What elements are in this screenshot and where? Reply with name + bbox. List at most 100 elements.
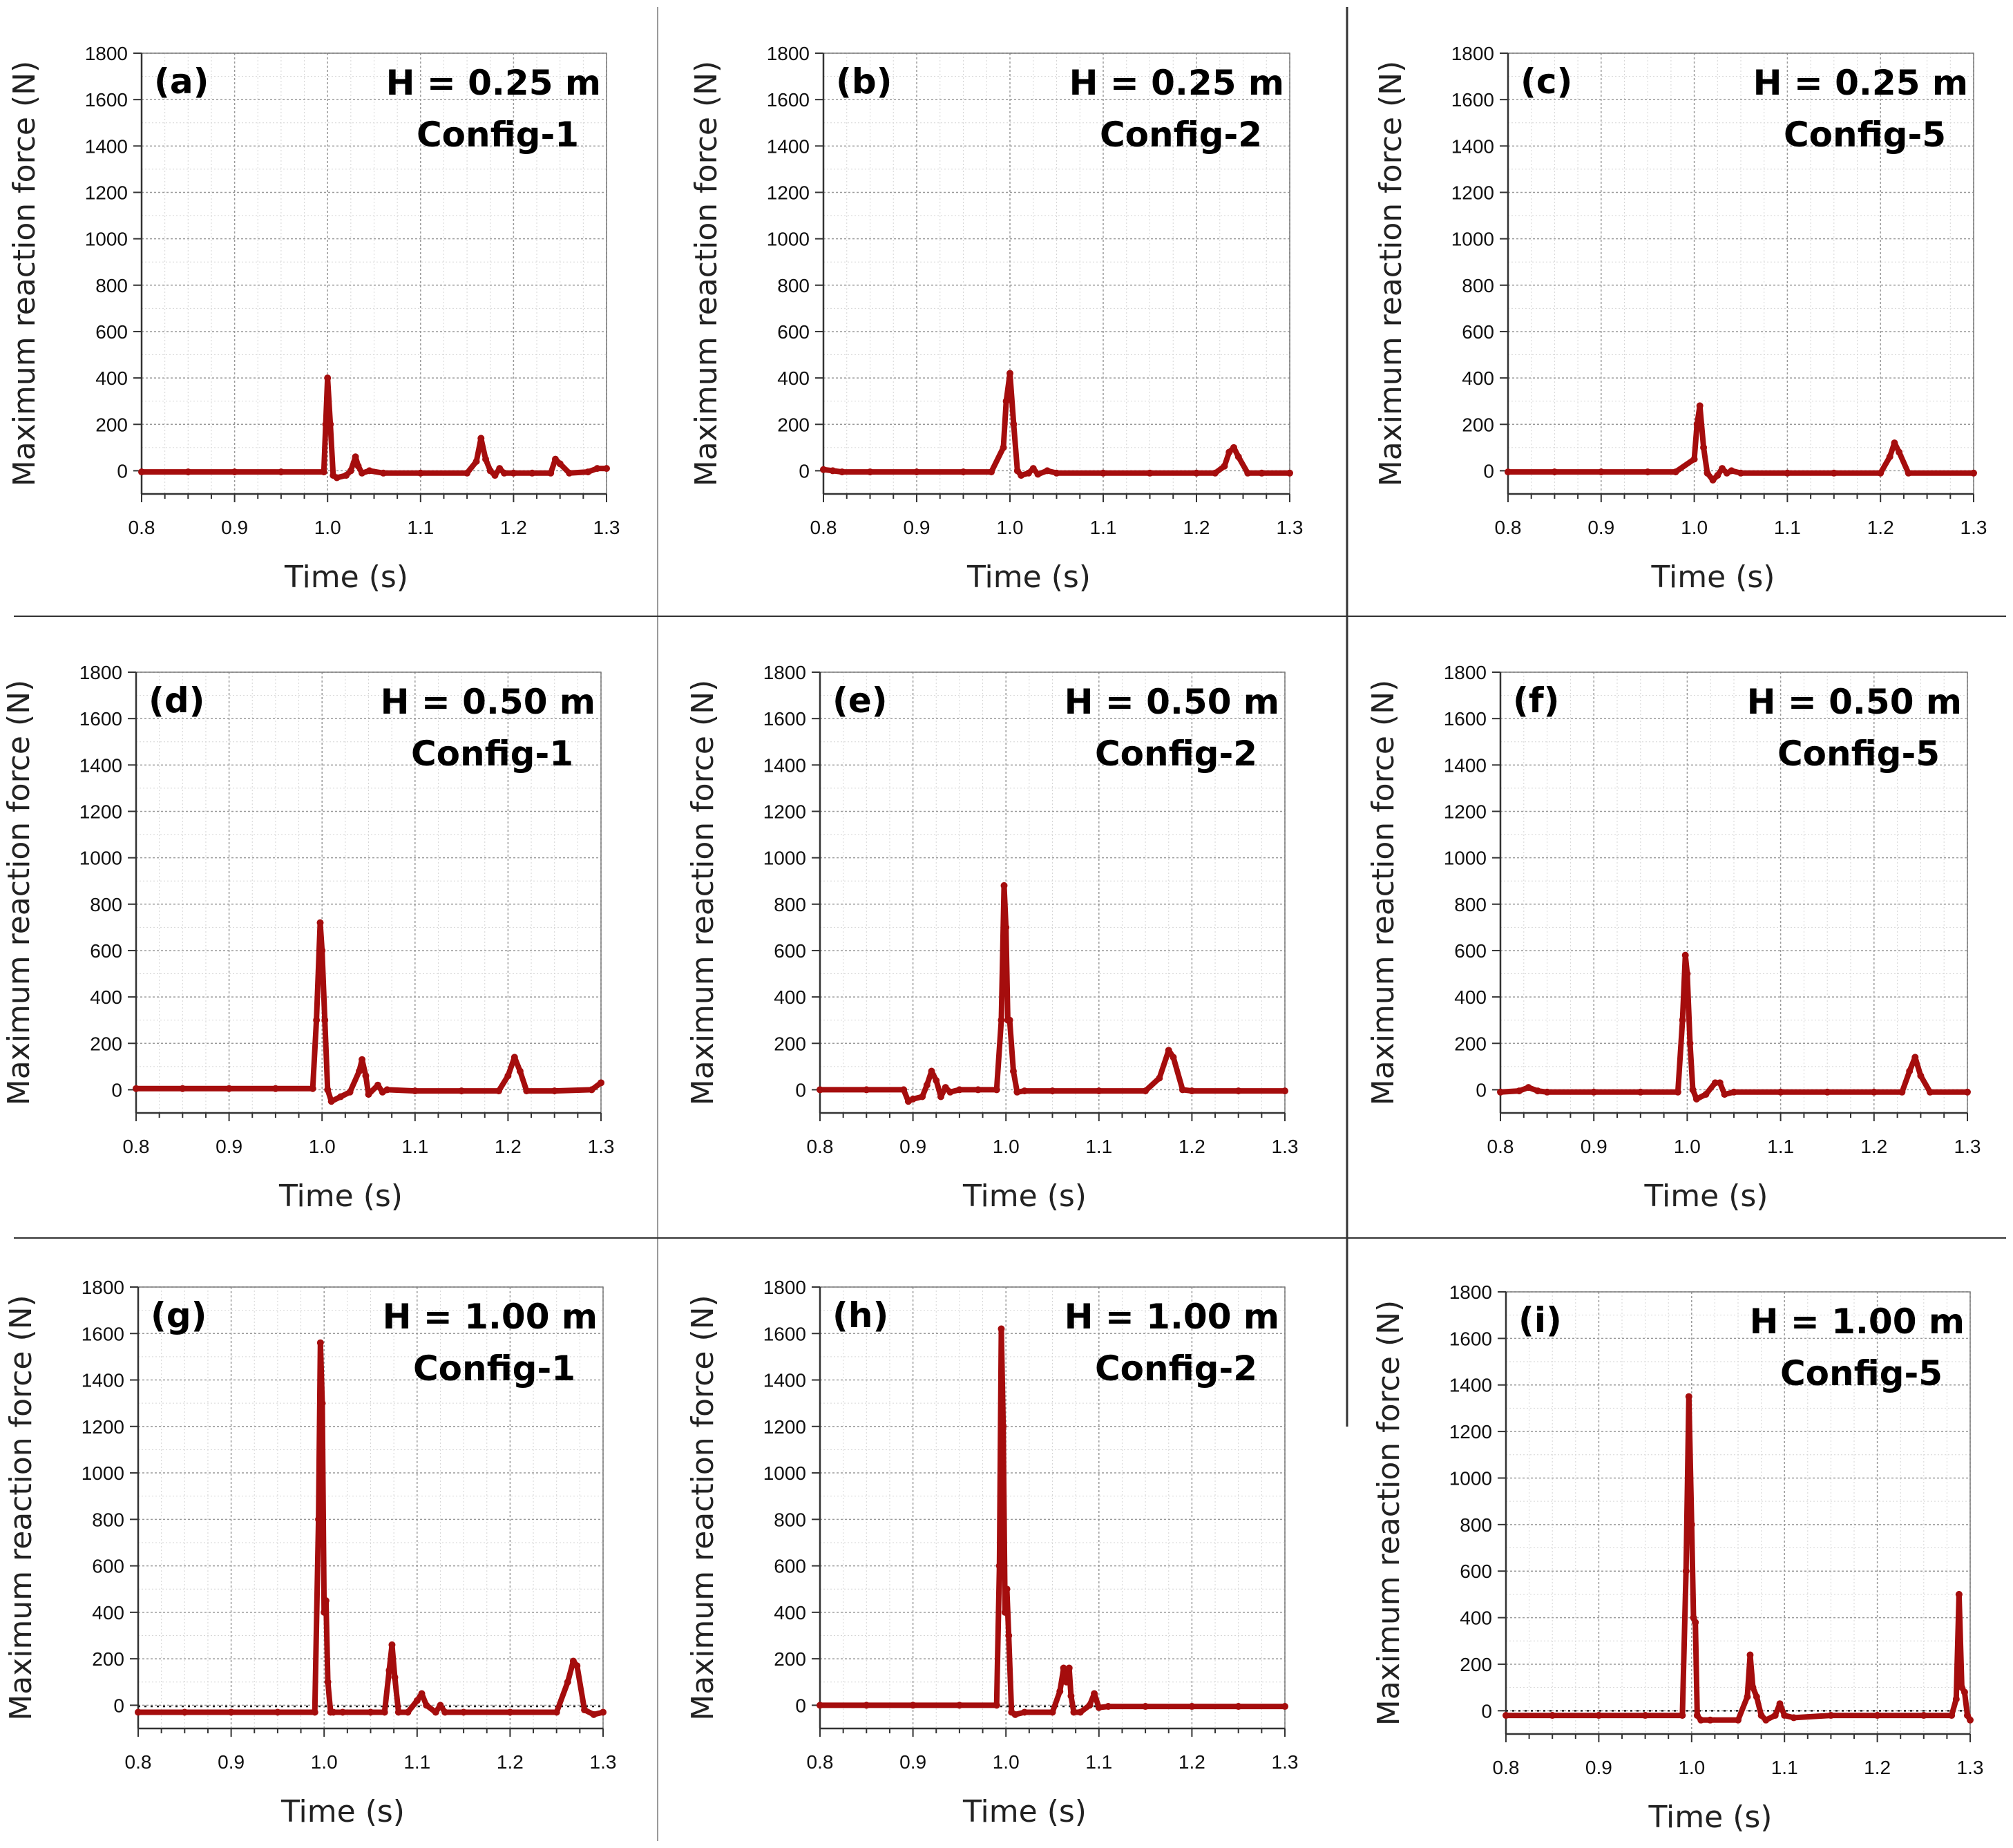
data-point [321,1608,328,1616]
config-label: Config-5 [1780,1353,1943,1393]
data-point [863,1086,870,1094]
data-point [1095,1087,1103,1095]
data-point [955,1086,963,1094]
y-tick-label: 200 [774,1033,806,1054]
x-tick-label: 0.9 [899,1136,926,1157]
y-tick-label: 1600 [1451,89,1494,111]
x-tick-label: 1.1 [1771,1757,1798,1778]
data-point [359,469,366,477]
data-point [423,1702,430,1709]
data-point [1905,469,1912,477]
data-point [1225,448,1233,456]
data-point [1165,1047,1172,1054]
height-label: H = 0.25 m [1753,63,1968,103]
y-tick-label: 600 [774,940,806,962]
height-label: H = 1.00 m [1750,1302,1965,1342]
data-point [1753,1693,1760,1701]
x-tick-label: 1.3 [1954,1136,1981,1157]
data-points [817,882,1288,1105]
data-point [391,1674,399,1682]
data-point [1212,469,1219,477]
data-point [343,472,350,479]
data-point [1762,1716,1770,1724]
data-point [473,457,480,465]
data-point [516,1067,524,1075]
y-tick-label: 1400 [79,754,122,776]
data-point [1790,1714,1797,1722]
data-point [500,469,508,477]
data-point [1700,444,1708,451]
data-point [1737,469,1744,477]
x-axis-title: Time (s) [1648,1800,1773,1835]
x-tick-label: 1.0 [993,1751,1020,1773]
y-tick-label: 1400 [1451,135,1494,157]
y-tick-label: 200 [92,1648,124,1670]
data-point [1685,1393,1692,1400]
data-point [1142,1087,1149,1095]
x-tick-label: 0.9 [216,1136,242,1157]
panel-i: 0.8 0.9 1.0 1.1 1.2 1.3 0 200 400 600 800 1000 1200 1… [1371,1282,1983,1835]
data-point [1706,1716,1714,1724]
data-point [322,1597,330,1605]
panel-label: (g) [151,1295,207,1335]
x-tick-label: 1.1 [1085,1751,1112,1773]
y-axis-title: Maximum reaction force (N) [1366,680,1401,1105]
x-tick-label: 0.8 [1487,1136,1514,1157]
data-point [1146,469,1154,477]
data-point [482,455,490,463]
data-point [1062,1678,1070,1686]
data-point [1728,467,1735,475]
data-point [913,468,920,476]
y-tick-label: 400 [90,987,122,1008]
data-point [1757,1712,1765,1720]
y-tick-label: 1400 [763,754,806,776]
data-point [1002,924,1010,931]
y-tick-label: 1200 [763,801,806,822]
data-point [138,468,145,476]
data-point [460,1708,468,1716]
data-point [1025,469,1032,477]
data-point [437,1702,444,1709]
data-point [1873,1712,1881,1720]
data-point [1551,468,1558,476]
y-tick-label: 400 [95,368,128,389]
y-tick-label: 0 [113,1695,124,1716]
data-point [1000,1422,1007,1430]
y-tick-label: 1200 [763,1416,806,1438]
data-point [1021,1708,1029,1716]
data-point [320,468,327,476]
data-point [441,1708,449,1716]
data-point [1679,1016,1686,1024]
data-points [817,1325,1288,1718]
data-point [603,465,610,473]
data-point [863,1702,870,1709]
y-tick-label: 0 [795,1695,806,1716]
data-point [547,469,555,477]
data-point [1693,1712,1701,1720]
data-point [1049,1087,1056,1095]
data-point [324,1678,332,1686]
y-tick-label: 1200 [1444,801,1487,822]
data-point [1683,970,1691,978]
data-point [551,455,559,463]
panel-h: 0.8 0.9 1.0 1.1 1.2 1.3 0 200 400 600 800 1000 1200 1… [685,1277,1298,1829]
y-tick-label: 800 [774,894,806,915]
x-tick-label: 0.8 [123,1136,150,1157]
data-point [411,1087,419,1095]
height-label: H = 0.50 m [1747,682,1962,722]
x-tick-label: 0.9 [1581,1136,1607,1157]
height-label: H = 0.50 m [1065,682,1279,722]
data-point [937,1093,944,1101]
data-point [1281,1087,1288,1095]
minor-gridlines [1500,672,1967,1113]
data-point [1234,1087,1242,1095]
data-series-line [1498,952,1970,1102]
data-point [1009,1067,1017,1075]
data-point [1886,453,1893,461]
y-tick-label: 1200 [79,801,122,822]
data-point [1692,1619,1699,1626]
data-point [1644,468,1652,476]
x-tick-label: 0.9 [899,1751,926,1773]
data-point [1714,472,1721,479]
x-tick-label: 1.2 [495,1136,522,1157]
